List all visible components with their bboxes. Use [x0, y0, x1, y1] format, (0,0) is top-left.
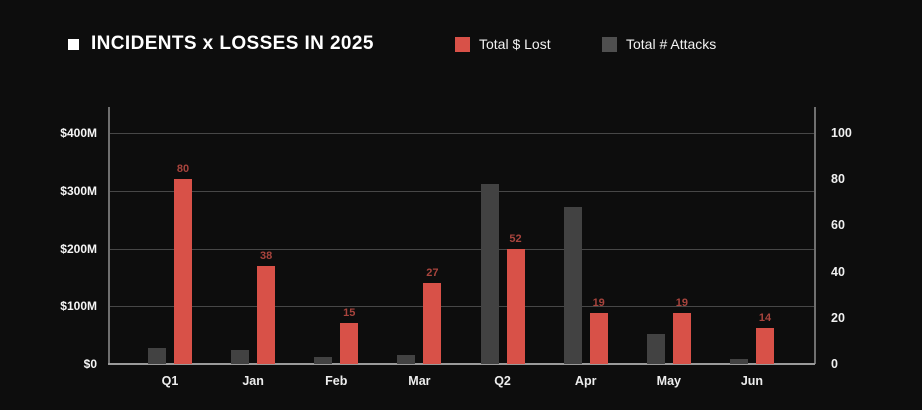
y-axis-line-right	[814, 107, 816, 364]
y-axis-line-left	[108, 107, 110, 364]
y-axis-left-tick-label: $0	[83, 357, 97, 371]
x-axis-tick-label: Jan	[242, 374, 264, 388]
lost-bar	[589, 313, 608, 364]
legend-swatch-lost	[455, 36, 470, 52]
legend-swatch-attacks	[602, 36, 617, 52]
lost-bar	[340, 322, 359, 364]
legend-label-lost: Total $ Lost	[479, 36, 551, 52]
gridline	[108, 306, 815, 308]
attacks-bar	[646, 333, 665, 364]
legend-label-attacks: Total # Attacks	[626, 36, 717, 52]
gridline	[108, 133, 815, 134]
y-axis-right-tick-label: 20	[831, 310, 845, 325]
gridline	[108, 190, 815, 192]
lost-bar	[257, 265, 276, 364]
legend-item-total-lost: Total $ Lost	[455, 36, 551, 52]
y-axis-left-tick-label: $300M	[60, 183, 97, 198]
x-axis-tick-label: May	[656, 374, 681, 388]
y-axis-right-tick-label: 80	[831, 172, 845, 187]
chart-header: INCIDENTS x LOSSES IN 2025	[68, 33, 374, 55]
x-axis-tick-label: Mar	[408, 374, 431, 388]
attacks-bar	[563, 206, 582, 364]
y-axis-left-tick-label: $200M	[60, 241, 97, 256]
y-axis-right-tick-label: 100	[831, 126, 852, 140]
bar-value-label: 19	[675, 297, 688, 310]
bar-value-label: 38	[260, 249, 273, 262]
bar-value-label: 19	[592, 297, 605, 310]
attacks-bar	[231, 350, 250, 364]
bar-value-label: 14	[758, 312, 772, 325]
attacks-bar	[480, 183, 499, 364]
x-axis-tick-label: Jun	[740, 374, 764, 388]
y-axis-right-tick-label: 40	[831, 264, 845, 279]
lost-bar	[174, 179, 192, 364]
lost-bar	[423, 283, 442, 364]
x-axis-tick-label: Apr	[574, 374, 597, 388]
attacks-bar	[148, 347, 166, 364]
lost-bar	[755, 328, 774, 364]
bar-value-label: 15	[343, 306, 356, 319]
chart-title: INCIDENTS x LOSSES IN 2025	[91, 33, 374, 54]
bar-value-label: 52	[509, 232, 522, 245]
y-axis-right-tick-label: 60	[831, 218, 845, 233]
bar-value-label: 80	[176, 163, 190, 176]
x-axis-tick-label: Q2	[494, 374, 511, 388]
y-axis-left-tick-label: $100M	[60, 299, 97, 314]
y-axis-left-tick-label: $400M	[60, 126, 97, 140]
x-axis-tick-label: Q1	[161, 374, 179, 388]
x-axis-line	[108, 363, 815, 365]
attacks-bar	[397, 354, 416, 364]
x-axis-tick-label: Feb	[325, 374, 348, 388]
y-axis-right-tick-label: 0	[831, 357, 838, 371]
legend-item-total-attacks: Total # Attacks	[602, 36, 716, 52]
lost-bar	[672, 313, 691, 364]
bar-value-label: 27	[426, 267, 439, 280]
attacks-bar	[314, 357, 333, 364]
gridline	[108, 248, 815, 250]
attacks-bar	[729, 359, 748, 364]
title-bullet-icon	[68, 38, 79, 50]
lost-bar	[506, 248, 525, 364]
